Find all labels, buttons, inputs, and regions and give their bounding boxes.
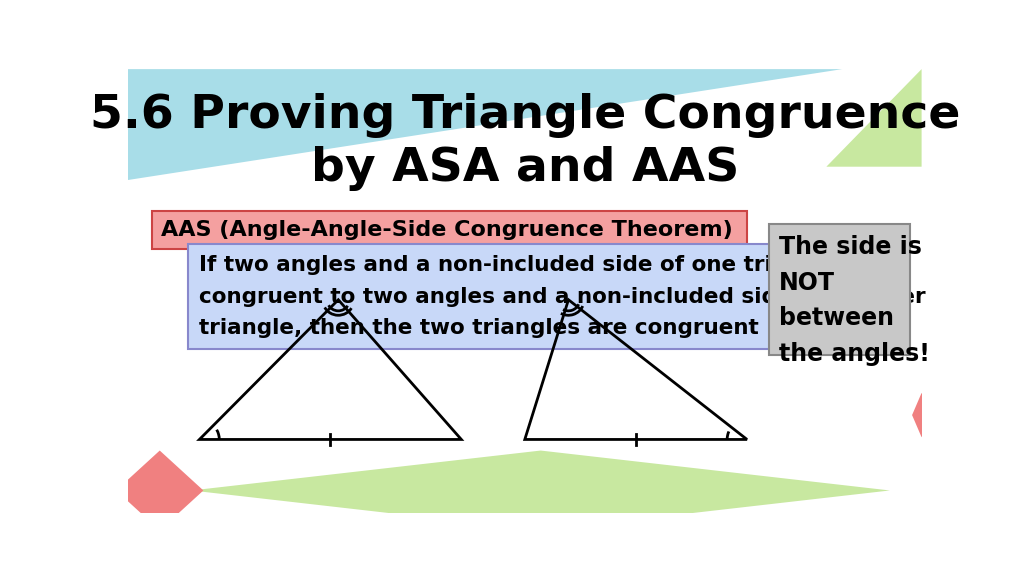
Text: The side is
NOT
between
the angles!: The side is NOT between the angles! xyxy=(779,236,930,366)
Text: by ASA and AAS: by ASA and AAS xyxy=(310,146,739,191)
Polygon shape xyxy=(116,450,204,530)
FancyBboxPatch shape xyxy=(152,211,748,249)
Text: 5.6 Proving Triangle Congruence: 5.6 Proving Triangle Congruence xyxy=(90,93,959,138)
Polygon shape xyxy=(191,450,890,530)
FancyBboxPatch shape xyxy=(769,225,910,355)
Polygon shape xyxy=(826,69,922,166)
Text: If two angles and a non-included side of one triangle are
congruent to two angle: If two angles and a non-included side of… xyxy=(200,255,926,338)
Polygon shape xyxy=(912,393,931,437)
Polygon shape xyxy=(128,69,842,180)
FancyBboxPatch shape xyxy=(187,244,842,348)
Text: AAS (Angle-Angle-Side Congruence Theorem): AAS (Angle-Angle-Side Congruence Theorem… xyxy=(162,220,733,240)
